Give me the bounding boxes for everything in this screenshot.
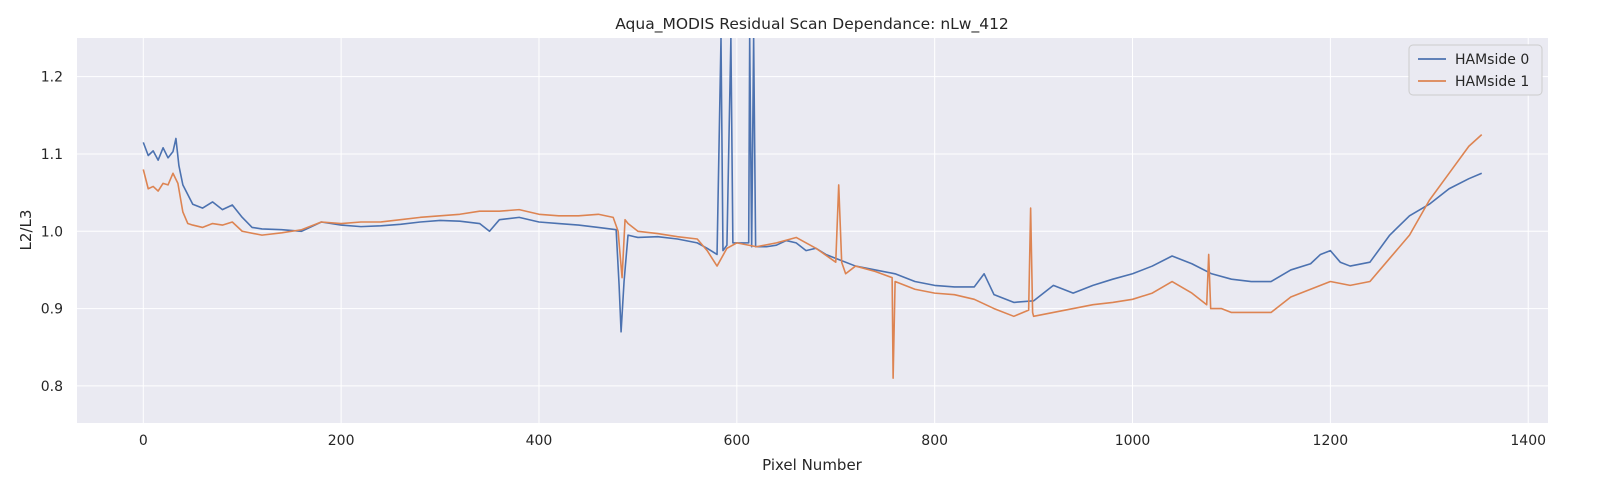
y-tick-labels: 0.8 0.9 1.0 1.1 1.2 xyxy=(41,70,63,395)
plot-area xyxy=(77,38,1548,423)
x-tick-label: 800 xyxy=(921,433,948,449)
series-line-hamside-1 xyxy=(142,134,1483,379)
y-tick-label: 1.0 xyxy=(41,224,63,240)
series-line-hamside-0 xyxy=(142,38,1483,333)
x-tick-label: 1400 xyxy=(1510,433,1546,449)
y-axis-label: L2/L3 xyxy=(17,210,35,251)
y-tick-label: 1.1 xyxy=(41,147,63,163)
x-tick-label: 600 xyxy=(723,433,750,449)
y-tick-label: 1.2 xyxy=(41,70,63,86)
x-tick-label: 200 xyxy=(328,433,355,449)
x-tick-label: 1200 xyxy=(1313,433,1349,449)
legend-label-hamside-1: HAMside 1 xyxy=(1455,74,1529,90)
legend-box xyxy=(1408,44,1543,96)
legend-label-hamside-0: HAMside 0 xyxy=(1455,52,1529,68)
y-tick-label: 0.9 xyxy=(41,302,63,318)
grid xyxy=(77,38,1548,423)
x-tick-label: 0 xyxy=(139,433,148,449)
y-tick-label: 0.8 xyxy=(41,379,63,395)
chart-title: Aqua_MODIS Residual Scan Dependance: nLw… xyxy=(615,15,1009,34)
x-tick-label: 400 xyxy=(526,433,553,449)
x-axis-label: Pixel Number xyxy=(762,456,863,474)
legend: HAMside 0 HAMside 1 xyxy=(1408,44,1543,96)
x-tick-labels: 0 200 400 600 800 1000 1200 1400 xyxy=(139,433,1546,449)
x-tick-label: 1000 xyxy=(1115,433,1151,449)
series-lines xyxy=(142,38,1483,379)
